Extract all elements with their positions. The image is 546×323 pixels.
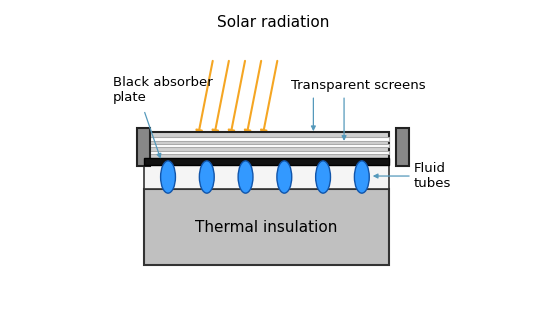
- Bar: [149, 144, 389, 147]
- Ellipse shape: [354, 161, 369, 193]
- Ellipse shape: [277, 161, 292, 193]
- Text: Transparent screens: Transparent screens: [291, 79, 425, 92]
- Text: Black absorber
plate: Black absorber plate: [113, 77, 213, 104]
- Bar: [144, 189, 389, 265]
- Bar: [149, 137, 389, 141]
- Text: Fluid
tubes: Fluid tubes: [413, 162, 451, 190]
- Bar: [138, 128, 150, 166]
- Bar: [144, 132, 389, 162]
- Text: Thermal insulation: Thermal insulation: [195, 220, 338, 235]
- Bar: [144, 158, 389, 165]
- Ellipse shape: [316, 161, 330, 193]
- Bar: [144, 165, 389, 189]
- Ellipse shape: [199, 161, 214, 193]
- Bar: [149, 151, 389, 154]
- Bar: [396, 128, 408, 166]
- Ellipse shape: [238, 161, 253, 193]
- Ellipse shape: [161, 161, 175, 193]
- Text: Solar radiation: Solar radiation: [217, 15, 329, 29]
